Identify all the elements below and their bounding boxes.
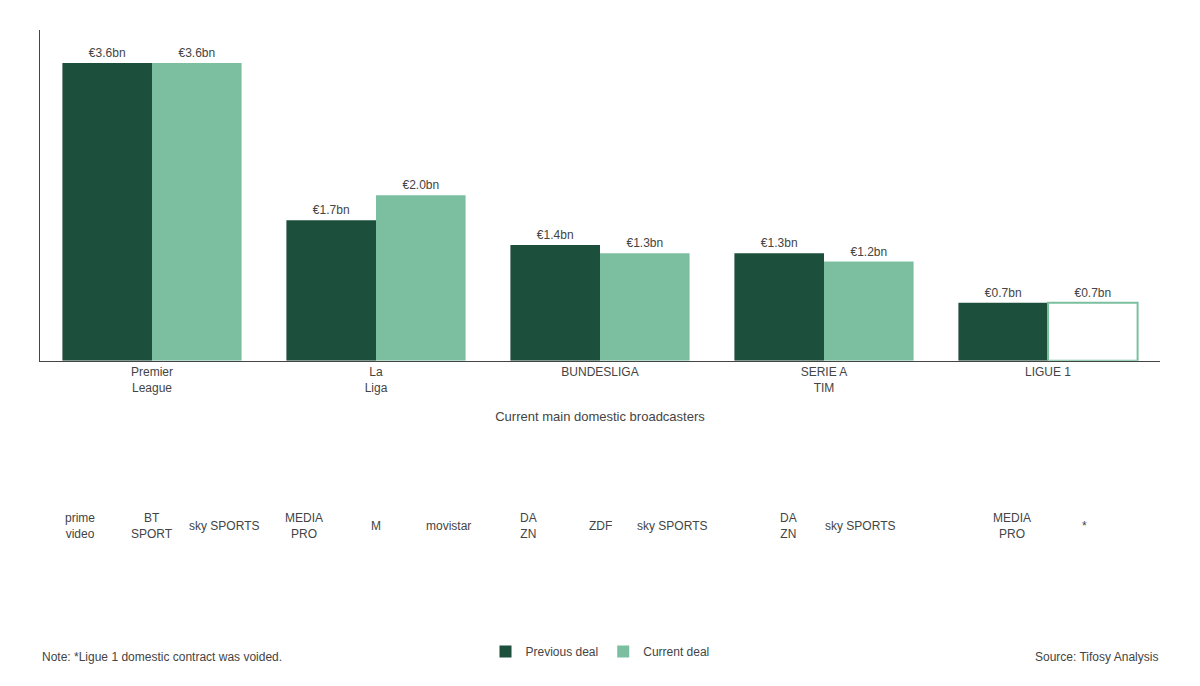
svg-text:movistar: movistar xyxy=(426,519,471,533)
svg-text:ZDF: ZDF xyxy=(589,519,612,533)
svg-text:sky SPORTS: sky SPORTS xyxy=(825,519,895,533)
svg-text:€0.7bn: €0.7bn xyxy=(985,286,1022,300)
svg-text:€2.0bn: €2.0bn xyxy=(402,178,439,192)
svg-text:Current main domestic broadcas: Current main domestic broadcasters xyxy=(495,409,705,424)
svg-text:sky SPORTS: sky SPORTS xyxy=(637,519,707,533)
svg-text:€1.7bn: €1.7bn xyxy=(313,203,350,217)
svg-text:BTSPORT: BTSPORT xyxy=(131,511,173,541)
svg-text:DAZN: DAZN xyxy=(780,511,797,541)
svg-text:MEDIAPRO: MEDIAPRO xyxy=(285,511,323,541)
svg-text:€1.3bn: €1.3bn xyxy=(626,236,663,250)
svg-text:BUNDESLIGA: BUNDESLIGA xyxy=(561,365,638,379)
svg-text:LIGUE 1: LIGUE 1 xyxy=(1025,365,1071,379)
svg-text:Current deal: Current deal xyxy=(643,645,709,659)
svg-text:*: * xyxy=(1082,519,1087,533)
svg-text:SERIE ATIM: SERIE ATIM xyxy=(801,365,848,395)
svg-text:€1.3bn: €1.3bn xyxy=(761,236,798,250)
svg-text:€0.7bn: €0.7bn xyxy=(1074,286,1111,300)
svg-text:€1.2bn: €1.2bn xyxy=(850,245,887,259)
svg-text:Source: Tifosy Analysis: Source: Tifosy Analysis xyxy=(1035,650,1158,664)
svg-text:primevideo: primevideo xyxy=(65,511,95,541)
svg-text:M: M xyxy=(371,519,381,533)
svg-text:LaLiga: LaLiga xyxy=(365,365,388,395)
svg-text:Previous deal: Previous deal xyxy=(526,645,599,659)
svg-text:DAZN: DAZN xyxy=(520,511,537,541)
svg-text:Note: *Ligue 1 domestic contra: Note: *Ligue 1 domestic contract was voi… xyxy=(42,650,282,664)
svg-text:PremierLeague: PremierLeague xyxy=(131,365,173,395)
svg-text:sky SPORTS: sky SPORTS xyxy=(189,519,259,533)
svg-text:MEDIAPRO: MEDIAPRO xyxy=(993,511,1031,541)
svg-text:€3.6bn: €3.6bn xyxy=(89,46,126,60)
svg-text:€1.4bn: €1.4bn xyxy=(537,228,574,242)
svg-text:€3.6bn: €3.6bn xyxy=(178,46,215,60)
